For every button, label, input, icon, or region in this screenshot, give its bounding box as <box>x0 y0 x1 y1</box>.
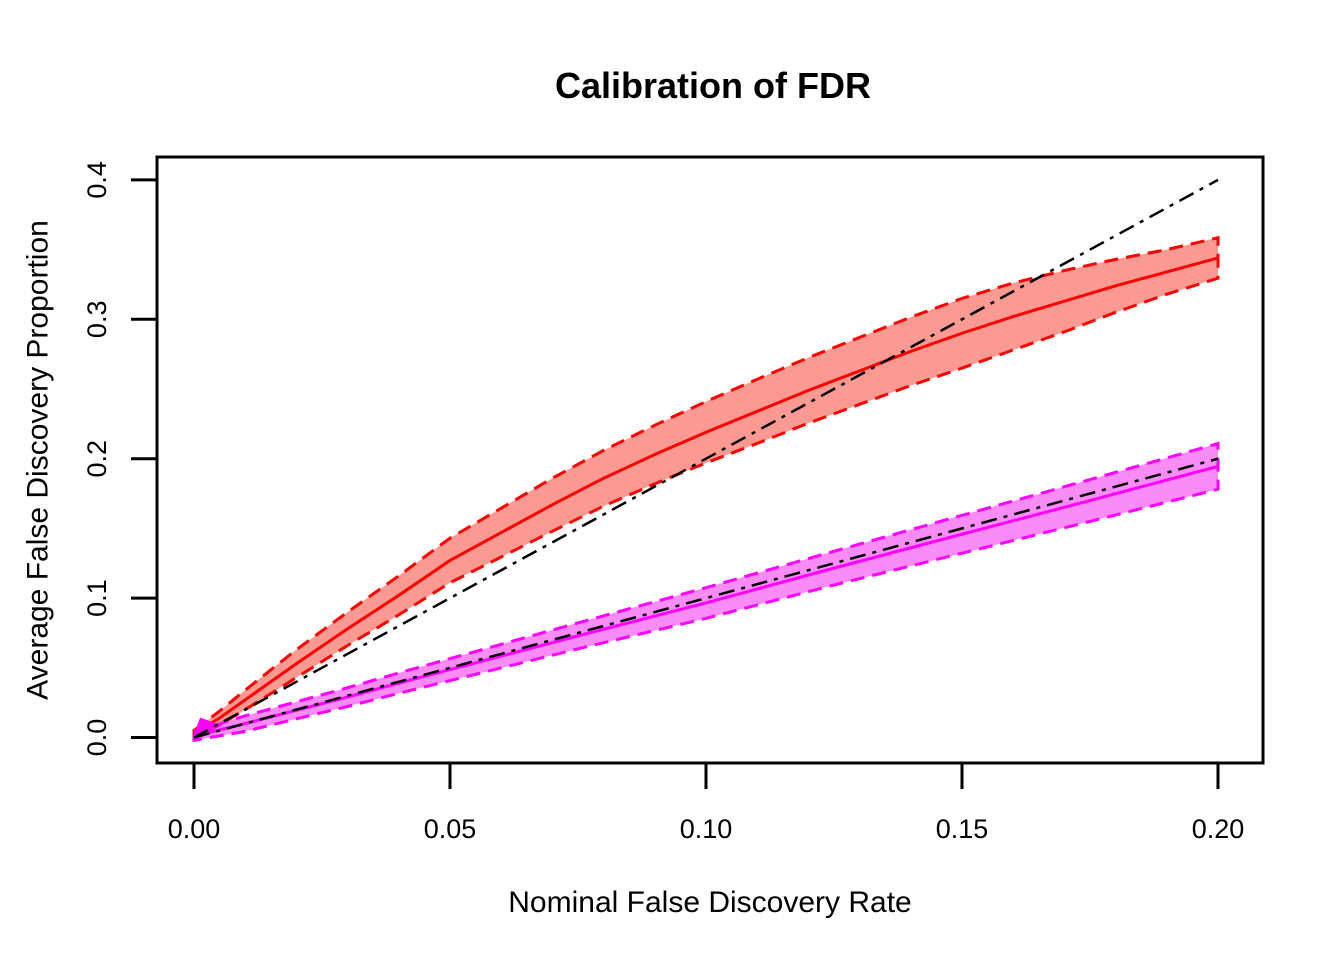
x-tick-label: 0.00 <box>168 814 221 844</box>
y-tick-label: 0.3 <box>82 301 112 339</box>
y-tick-label: 0.4 <box>82 161 112 199</box>
y-tick-label: 0.2 <box>82 440 112 478</box>
red-center-line <box>193 256 1219 735</box>
x-tick-label: 0.15 <box>936 814 989 844</box>
x-tick-label: 0.10 <box>680 814 733 844</box>
reference-line-2x <box>193 178 1219 739</box>
y-tick-label: 0.0 <box>82 719 112 757</box>
x-tick-label: 0.20 <box>1192 814 1245 844</box>
chart-title: Calibration of FDR <box>555 65 871 106</box>
axis-layer: 0.00 0.05 0.10 0.15 0.20 0.0 0.1 0.2 0.3 0.4 <box>82 161 1244 844</box>
reference-line-identity <box>193 457 1219 739</box>
magenta-ci-band <box>192 441 1220 743</box>
magenta-center-line <box>193 464 1219 738</box>
x-axis-title: Nominal False Discovery Rate <box>508 886 911 919</box>
band-layer <box>192 235 1220 743</box>
red-ci-band <box>192 235 1220 739</box>
y-axis-title: Average False Discovery Proportion <box>22 220 55 700</box>
reference-line-layer <box>193 178 1219 739</box>
y-tick-label: 0.1 <box>82 579 112 617</box>
x-tick-label: 0.05 <box>424 814 477 844</box>
